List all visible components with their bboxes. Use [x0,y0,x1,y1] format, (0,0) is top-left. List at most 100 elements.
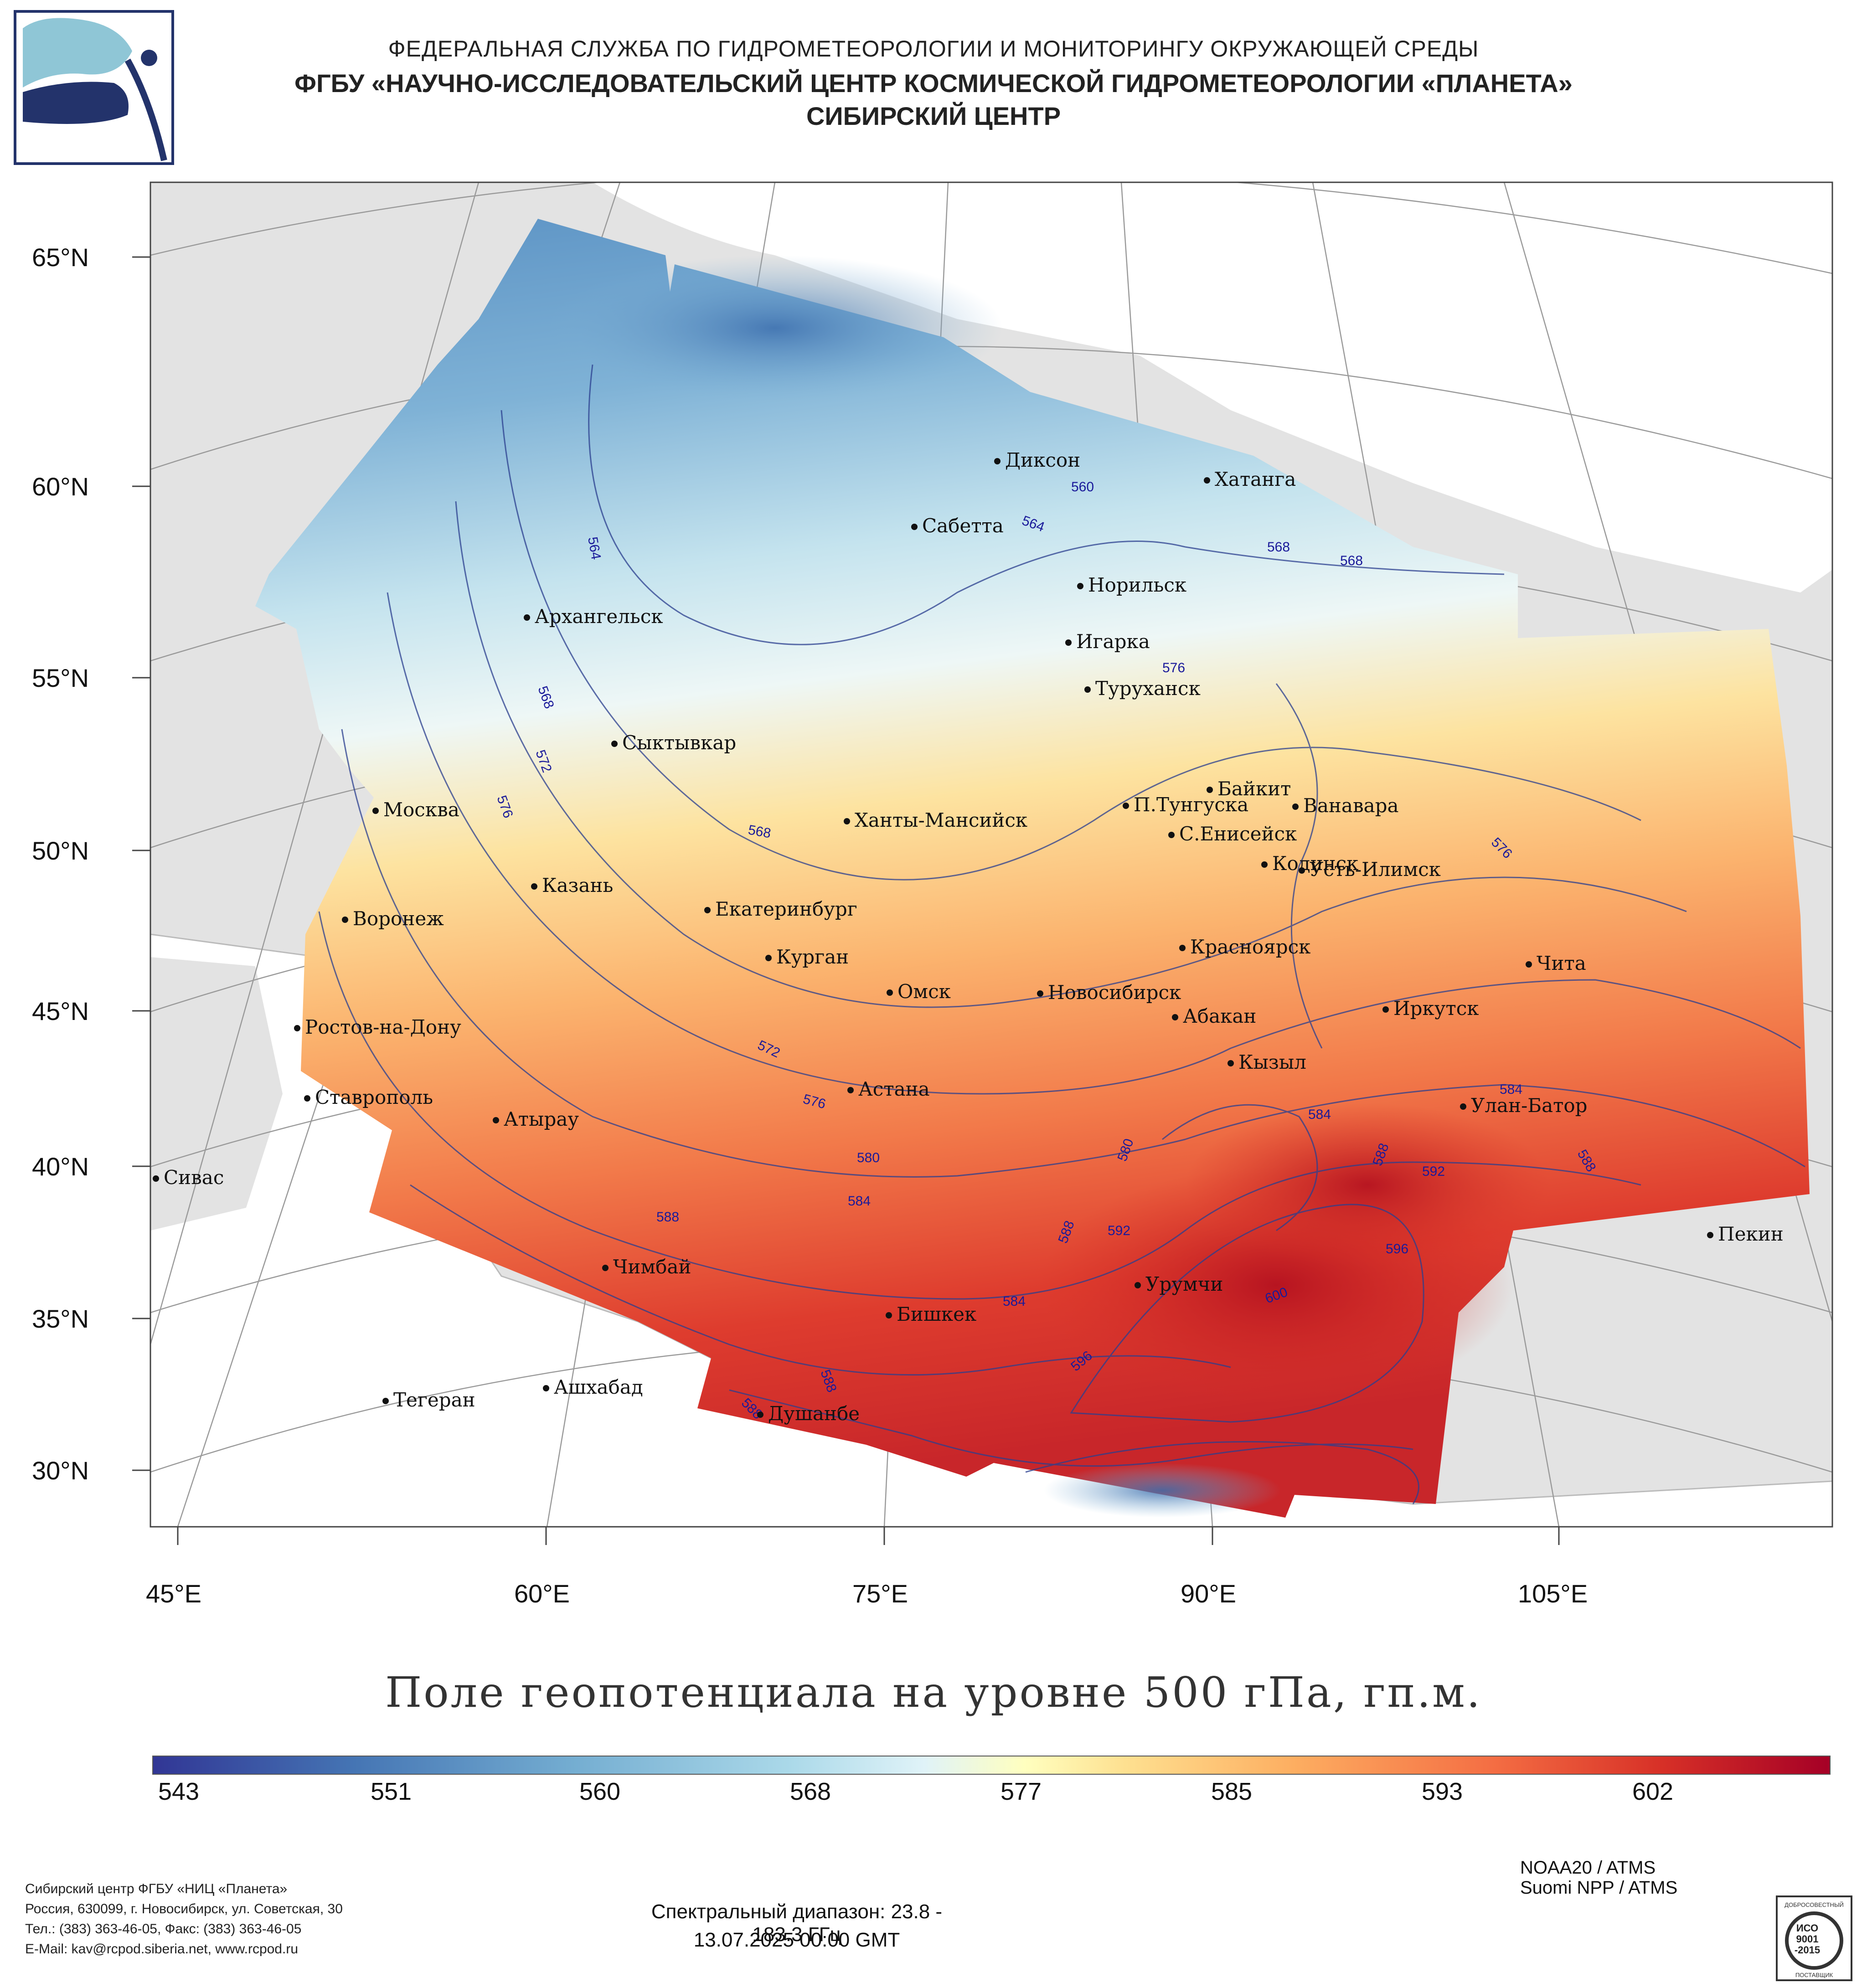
city-syktyvkar: Сыктывкар [611,731,736,754]
contour-label: 592 [1108,1223,1130,1238]
colorbar-tick: 593 [1421,1778,1463,1805]
svg-text:Байкит: Байкит [1217,778,1291,800]
lon-tick-label: 75°E [852,1579,908,1608]
city-rostov: Ростов-на-Дону [294,1016,461,1038]
city-s-eniseysk: С.Енисейск [1168,823,1297,845]
city-kazan: Казань [531,874,613,896]
contour-label: 568 [1340,553,1363,568]
planeta-logo [14,10,174,165]
svg-text:Душанбе: Душанбе [768,1402,860,1425]
city-khatanga: Хатанга [1204,468,1296,490]
city-stavropol: Ставрополь [304,1086,433,1108]
sea-area [593,182,1832,524]
city-markers: Диксон Хатанга Сабетта Норильск Архангел… [153,449,1784,1425]
footer-address: Россия, 630099, г. Новосибирск, ул. Сове… [25,1901,343,1916]
svg-text:Воронеж: Воронеж [353,907,444,930]
contour-label: 584 [1500,1082,1522,1097]
lat-tick-label: 30°N [32,1456,89,1485]
city-turukhansk: Туруханск [1084,677,1201,700]
latitude-axis: 65°N 60°N 55°N 50°N 45°N 40°N 35°N 30°N [32,243,150,1485]
svg-text:Ванавара: Ванавара [1303,794,1399,817]
svg-text:Атырау: Атырау [504,1108,579,1130]
city-p-tunguska: П.Тунгуска [1123,793,1248,816]
header-center: СИБИРСКИЙ ЦЕНТР [806,102,1061,130]
svg-text:Кодинск: Кодинск [1272,852,1358,875]
cold-core-2 [1044,1463,1281,1518]
svg-text:9001: 9001 [1796,1933,1819,1945]
city-abakan: Абакан [1172,1005,1256,1027]
instrument-suomi-npp: Suomi NPP / ATMS [1520,1878,1678,1898]
map-frame [150,181,1833,1528]
svg-text:Архангельск: Архангельск [535,605,663,628]
svg-text:Новосибирск: Новосибирск [1048,981,1181,1004]
city-tehran: Тегеран [382,1389,475,1411]
contour-label: 576 [1162,660,1185,675]
city-moscow: Москва [372,798,459,821]
svg-text:Сивас: Сивас [164,1166,224,1189]
city-norilsk: Норильск [1077,574,1186,596]
contour-label: 584 [848,1194,871,1209]
header-institute: ФГБУ «НАУЧНО-ИССЛЕДОВАТЕЛЬСКИЙ ЦЕНТР КОС… [294,69,1573,98]
contour-label: 584 [1308,1107,1331,1122]
footer-org-name: Сибирский центр ФГБУ «НИЦ «Планета» [25,1881,288,1896]
city-kurgan: Курган [765,946,849,968]
geopotential-map: 560 564 564 568 568 568 572 568 576 576 … [32,181,1833,1608]
city-chimbay: Чимбай [602,1256,691,1278]
city-dikson: Диксон [994,449,1080,471]
colorbar-tick: 577 [1000,1778,1042,1805]
colorbar [152,1756,1831,1775]
heat-core-2 [1185,1103,1550,1267]
svg-text:Сыктывкар: Сыктывкар [622,731,736,754]
colorbar-tick: 543 [158,1778,200,1805]
city-astana: Астана [847,1078,930,1100]
svg-text:ИСО: ИСО [1796,1922,1818,1934]
svg-text:Астана: Астана [858,1078,930,1100]
svg-text:Улан-Батор: Улан-Батор [1471,1094,1588,1117]
geopotential-contours [318,364,1805,1504]
city-ulan-bator: Улан-Батор [1460,1094,1588,1117]
city-sabetta: Сабетта [911,515,1004,537]
longitude-axis: 45°E 60°E 75°E 90°E 105°E [146,1527,1588,1608]
svg-text:Иркутск: Иркутск [1393,997,1479,1020]
colorbar-tick: 551 [370,1778,412,1805]
city-dushanbe: Душанбе [757,1402,860,1425]
svg-text:Хатанга: Хатанга [1215,468,1296,490]
city-sivas: Сивас [153,1166,224,1189]
colorbar-tick: 560 [579,1778,621,1805]
lon-tick-label: 90°E [1181,1579,1236,1608]
city-ekaterinburg: Екатеринбург [704,898,857,920]
contour-label: 584 [1003,1294,1026,1309]
city-arkhangelsk: Архангельск [524,605,663,628]
svg-text:Красноярск: Красноярск [1190,936,1310,958]
planeta-satellite-logo-icon [14,10,174,165]
svg-text:Норильск: Норильск [1088,574,1186,596]
svg-text:Ашхабад: Ашхабад [554,1376,643,1398]
lat-tick-label: 60°N [32,472,89,501]
footer-email: E-Mail: kav@rcpod.siberia.net, www.rcpod… [25,1942,299,1957]
map-frame-content: 560 564 564 568 568 568 572 568 576 576 … [150,182,1832,1527]
svg-text:ПОСТАВЩИК: ПОСТАВЩИК [1795,1972,1833,1978]
svg-text:Ставрополь: Ставрополь [315,1086,433,1108]
lat-tick-label: 40°N [32,1152,89,1181]
cold-core [547,255,1003,401]
city-vanavara: Ванавара [1292,794,1399,817]
footer-phone: Тел.: (383) 363-46-05, Факс: (383) 363-4… [25,1921,302,1936]
lon-tick-label: 60°E [514,1579,570,1608]
svg-text:Кызыл: Кызыл [1238,1051,1306,1073]
city-krasnoyarsk: Красноярск [1179,936,1310,958]
svg-text:Пекин: Пекин [1718,1223,1784,1245]
lat-tick-label: 55°N [32,664,89,692]
city-khanty-mansiysk: Ханты-Мансийск [844,809,1027,831]
lat-tick-label: 50°N [32,836,89,865]
svg-text:Ханты-Мансийск: Ханты-Мансийск [855,809,1027,831]
city-atyrau: Атырау [493,1108,579,1130]
contour-label: 588 [656,1210,679,1225]
lon-tick-label: 45°E [146,1579,201,1608]
city-bishkek: Бишкек [886,1303,976,1325]
instrument-noaa20: NOAA20 / ATMS [1520,1858,1656,1878]
contour-label: 568 [1267,540,1290,555]
city-kodinsk: Кодинск [1261,852,1358,875]
land-area-east [1787,1194,1832,1322]
city-novosibirsk: Новосибирск [1037,981,1181,1004]
contour-label: 592 [1422,1164,1445,1179]
